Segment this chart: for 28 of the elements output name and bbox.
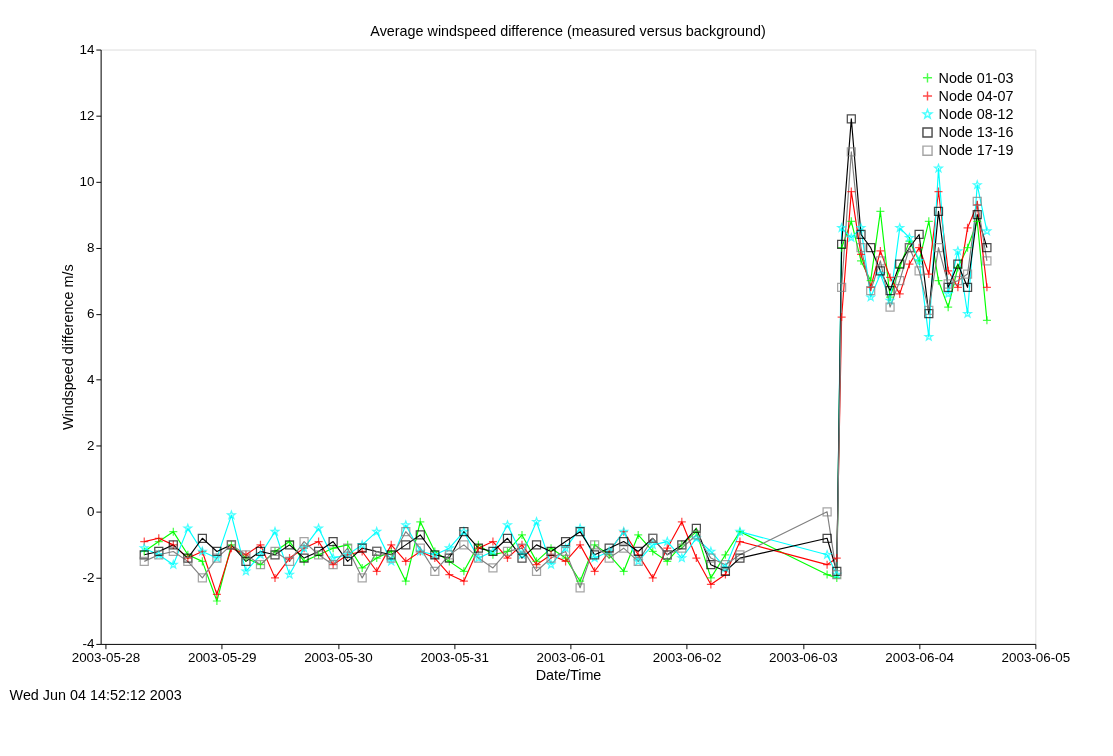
x-tick-label: 2003-06-01 bbox=[536, 649, 606, 665]
x-tick-label: 2003-05-30 bbox=[304, 649, 373, 665]
text: Wed Jun 04 14:52:12 2003 bbox=[9, 687, 182, 704]
x-tick-label: 2003-05-31 bbox=[420, 649, 489, 665]
y-tick-label: 14 bbox=[79, 41, 95, 57]
legend-label: Node 08-12 bbox=[938, 106, 1014, 123]
y-tick-label: 0 bbox=[86, 504, 95, 520]
legend-label: Node 01-03 bbox=[938, 69, 1014, 86]
y-tick-label: -2 bbox=[82, 570, 95, 586]
x-tick-label: 2003-06-03 bbox=[769, 649, 838, 665]
x-tick-label: 2003-06-05 bbox=[1001, 649, 1071, 665]
y-axis-title: Windspeed difference m/s bbox=[59, 264, 76, 431]
chart-title: Average windspeed difference (measured versus background) bbox=[370, 23, 766, 40]
y-tick-label: 10 bbox=[79, 173, 95, 189]
legend-label: Node 17-19 bbox=[938, 142, 1014, 159]
x-tick-label: 2003-06-02 bbox=[652, 649, 722, 665]
x-tick-label: 2003-06-04 bbox=[885, 649, 955, 665]
y-tick-label: 4 bbox=[86, 372, 95, 388]
y-tick-label: 12 bbox=[79, 107, 95, 123]
y-tick-label: -4 bbox=[82, 636, 95, 652]
y-tick-label: 6 bbox=[86, 306, 95, 322]
x-tick-label: 2003-05-28 bbox=[71, 649, 141, 665]
x-axis-title: Date/Time bbox=[535, 666, 602, 683]
legend-label: Node 04-07 bbox=[938, 87, 1014, 104]
legend-label: Node 13-16 bbox=[938, 124, 1014, 141]
y-tick-label: 8 bbox=[86, 240, 95, 255]
x-tick-label: 2003-05-29 bbox=[187, 649, 257, 665]
y-tick-label: 2 bbox=[86, 438, 95, 454]
